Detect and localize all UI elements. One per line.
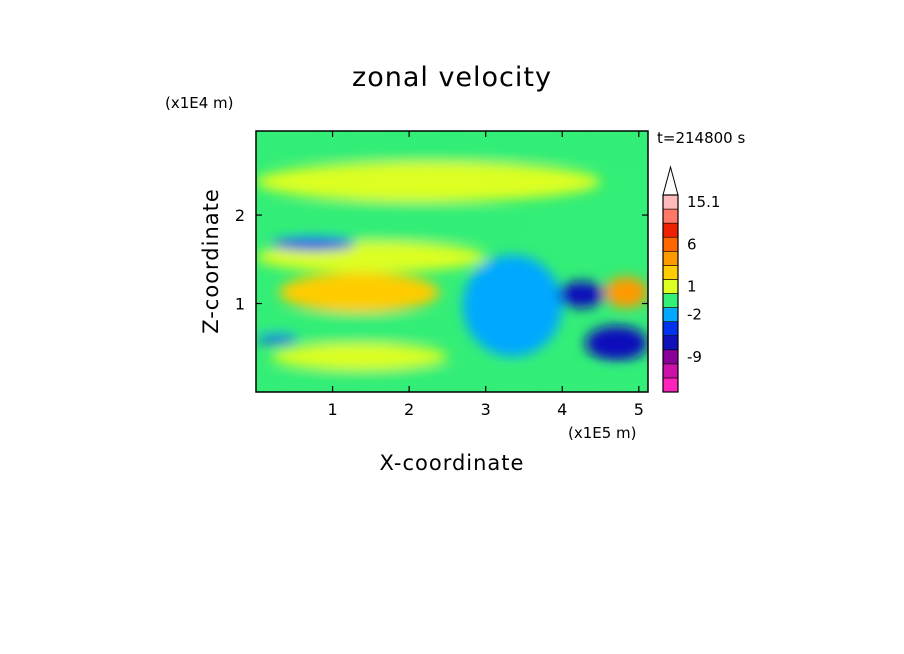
colorbar-label: -2 <box>687 306 702 324</box>
colorbar-level <box>662 363 679 379</box>
region-band-low-yellow <box>271 343 448 370</box>
colorbar-label: -9 <box>687 348 702 366</box>
colorbar-level <box>662 377 679 393</box>
region-band-lower <box>256 369 648 388</box>
colorbar-level <box>662 293 679 308</box>
colorbar-level <box>662 250 679 266</box>
plot-frame <box>255 130 649 393</box>
region-band-mid-green <box>256 312 448 344</box>
colorbar-label: 1 <box>687 277 697 295</box>
colorbar-level <box>662 208 679 224</box>
y-axis-unit: (x1E4 m) <box>165 94 234 112</box>
region-east-lower <box>585 325 648 362</box>
colorbar-level <box>662 265 679 280</box>
x-tick-label: 1 <box>327 400 337 419</box>
x-tick-label: 2 <box>404 400 414 419</box>
contour-field <box>256 131 648 392</box>
region-west-jet <box>256 334 299 344</box>
region-band-top-green <box>256 131 648 162</box>
colorbar-extend-arrow <box>662 165 679 196</box>
colorbar-label: 6 <box>687 235 697 253</box>
region-cyan-plume <box>462 254 563 357</box>
colorbar-level <box>662 349 679 365</box>
y-axis: 12 <box>235 206 648 314</box>
region-upper-jet <box>271 237 356 251</box>
colorbar-level <box>662 194 679 210</box>
region-east-orange <box>604 276 648 308</box>
colorbar-level <box>662 279 679 294</box>
time-label: t=214800 s <box>657 129 745 147</box>
colorbar: -9 -2 1 6 15.1 <box>662 165 720 393</box>
y-tick-label: 1 <box>235 295 245 314</box>
colorbar-level <box>662 321 679 337</box>
region-band-upper-green <box>256 201 517 242</box>
colorbar-level <box>662 307 679 322</box>
x-axis-unit: (x1E5 m) <box>568 424 637 442</box>
x-tick-label: 4 <box>557 400 567 419</box>
x-axis: 1 2 3 4 5 <box>327 131 644 419</box>
chart-title: zonal velocity <box>352 62 552 93</box>
colorbar-level <box>662 222 679 238</box>
x-tick-label: 3 <box>481 400 491 419</box>
region-east-core <box>558 281 605 308</box>
x-axis-label: X-coordinate <box>380 451 525 475</box>
colorbar-level <box>662 335 679 351</box>
regions-layer <box>256 131 648 388</box>
region-band-top-yellow <box>256 161 601 202</box>
x-tick-label: 5 <box>634 400 644 419</box>
colorbar-label: 15.1 <box>687 193 720 211</box>
y-axis-label: Z-coordinate <box>199 188 223 334</box>
colorbar-frame <box>662 194 679 393</box>
y-tick-label: 2 <box>235 206 245 225</box>
region-band-mid-orange <box>278 272 440 313</box>
colorbar-level <box>662 236 679 252</box>
